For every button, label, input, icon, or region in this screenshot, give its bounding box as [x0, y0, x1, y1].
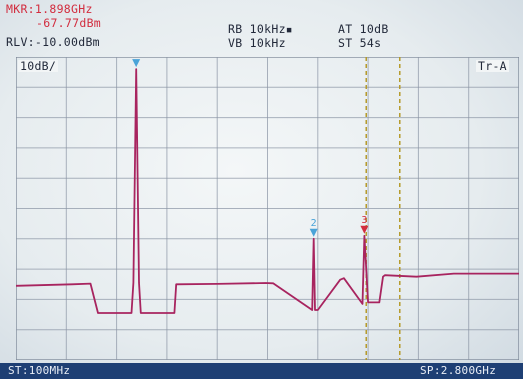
reference-level: RLV:-10.00dBm [6, 35, 100, 49]
resolution-bandwidth: RB 10kHz▪ [228, 22, 294, 36]
attenuation: AT 10dB [338, 22, 389, 36]
marker-1-label: 1 [133, 57, 139, 59]
marker-group: 1 2 3 [132, 57, 369, 237]
status-bar: ST:100MHz SP:2.800GHz [0, 363, 523, 379]
sweep-time: ST 54s [338, 36, 382, 50]
start-frequency: ST:100MHz [8, 364, 71, 377]
marker-2-triangle [309, 228, 318, 237]
marker-level: -67.77dBm [36, 16, 102, 30]
marker-1-triangle [132, 59, 141, 68]
marker-3-triangle [360, 225, 369, 234]
scale-label: 10dB/ [18, 59, 59, 73]
stop-frequency: SP:2.800GHz [420, 364, 497, 377]
trace-mode-label: Tr-A [476, 59, 509, 73]
trace-group [16, 68, 519, 314]
grid [16, 57, 519, 360]
spectrum-trace [16, 68, 519, 314]
marker-3-label: 3 [361, 215, 367, 226]
marker-frequency: MKR:1.898GHz [6, 2, 93, 16]
marker-2-label: 2 [311, 218, 317, 229]
spectrum-plot: 1 2 3 [16, 57, 519, 360]
cursor-lines [365, 57, 401, 360]
video-bandwidth: VB 10kHz [228, 36, 286, 50]
